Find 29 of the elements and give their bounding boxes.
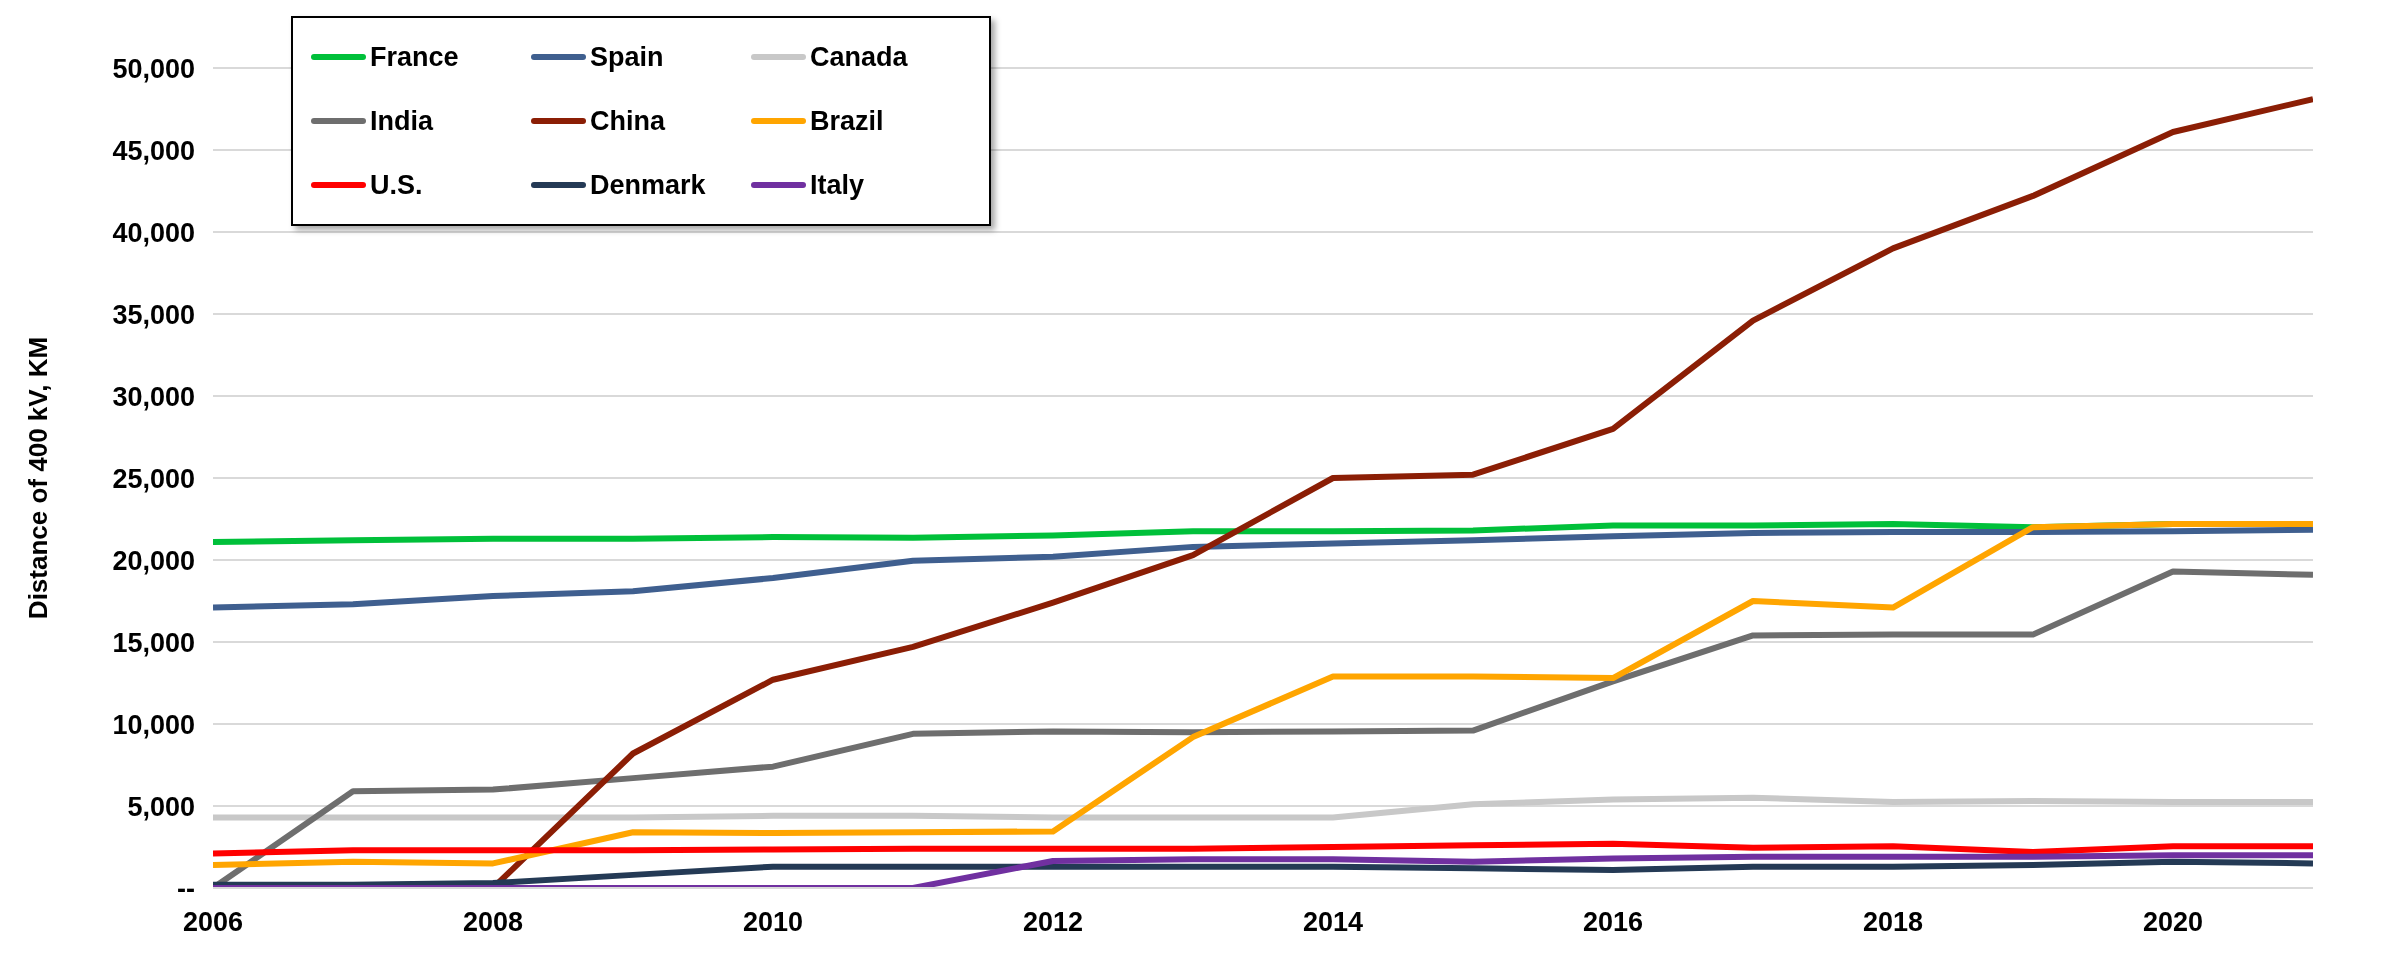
y-tick-label: 35,000 <box>112 299 195 330</box>
legend-label: Brazil <box>810 105 884 137</box>
y-tick-label: 40,000 <box>112 217 195 248</box>
legend-label: India <box>370 105 434 137</box>
x-tick-label: 2010 <box>742 907 804 938</box>
y-tick-label: 15,000 <box>112 627 195 658</box>
legend-label: U.S. <box>370 169 423 201</box>
legend-label: France <box>370 41 459 73</box>
y-tick-label: 20,000 <box>112 545 195 576</box>
legend-label: China <box>590 105 666 137</box>
x-tick-label: 2006 <box>182 907 244 938</box>
y-axis-title: Distance of 400 kV, KM <box>23 336 54 620</box>
x-tick-label: 2020 <box>2142 907 2204 938</box>
y-tick-label: 30,000 <box>112 381 195 412</box>
legend-label: Italy <box>810 169 865 201</box>
y-tick-label: 5,000 <box>127 791 195 822</box>
y-tick-label: 45,000 <box>112 135 195 166</box>
legend-label: Canada <box>810 41 908 73</box>
x-tick-label: 2012 <box>1022 907 1084 938</box>
y-tick-label: 50,000 <box>112 53 195 84</box>
legend-label: Denmark <box>590 169 706 201</box>
y-tick-label: -- <box>177 873 195 904</box>
x-tick-label: 2018 <box>1862 907 1924 938</box>
x-tick-label: 2008 <box>462 907 524 938</box>
x-tick-label: 2014 <box>1302 907 1364 938</box>
y-tick-label: 25,000 <box>112 463 195 494</box>
y-tick-label: 10,000 <box>112 709 195 740</box>
x-tick-label: 2016 <box>1582 907 1644 938</box>
legend-label: Spain <box>590 41 664 73</box>
